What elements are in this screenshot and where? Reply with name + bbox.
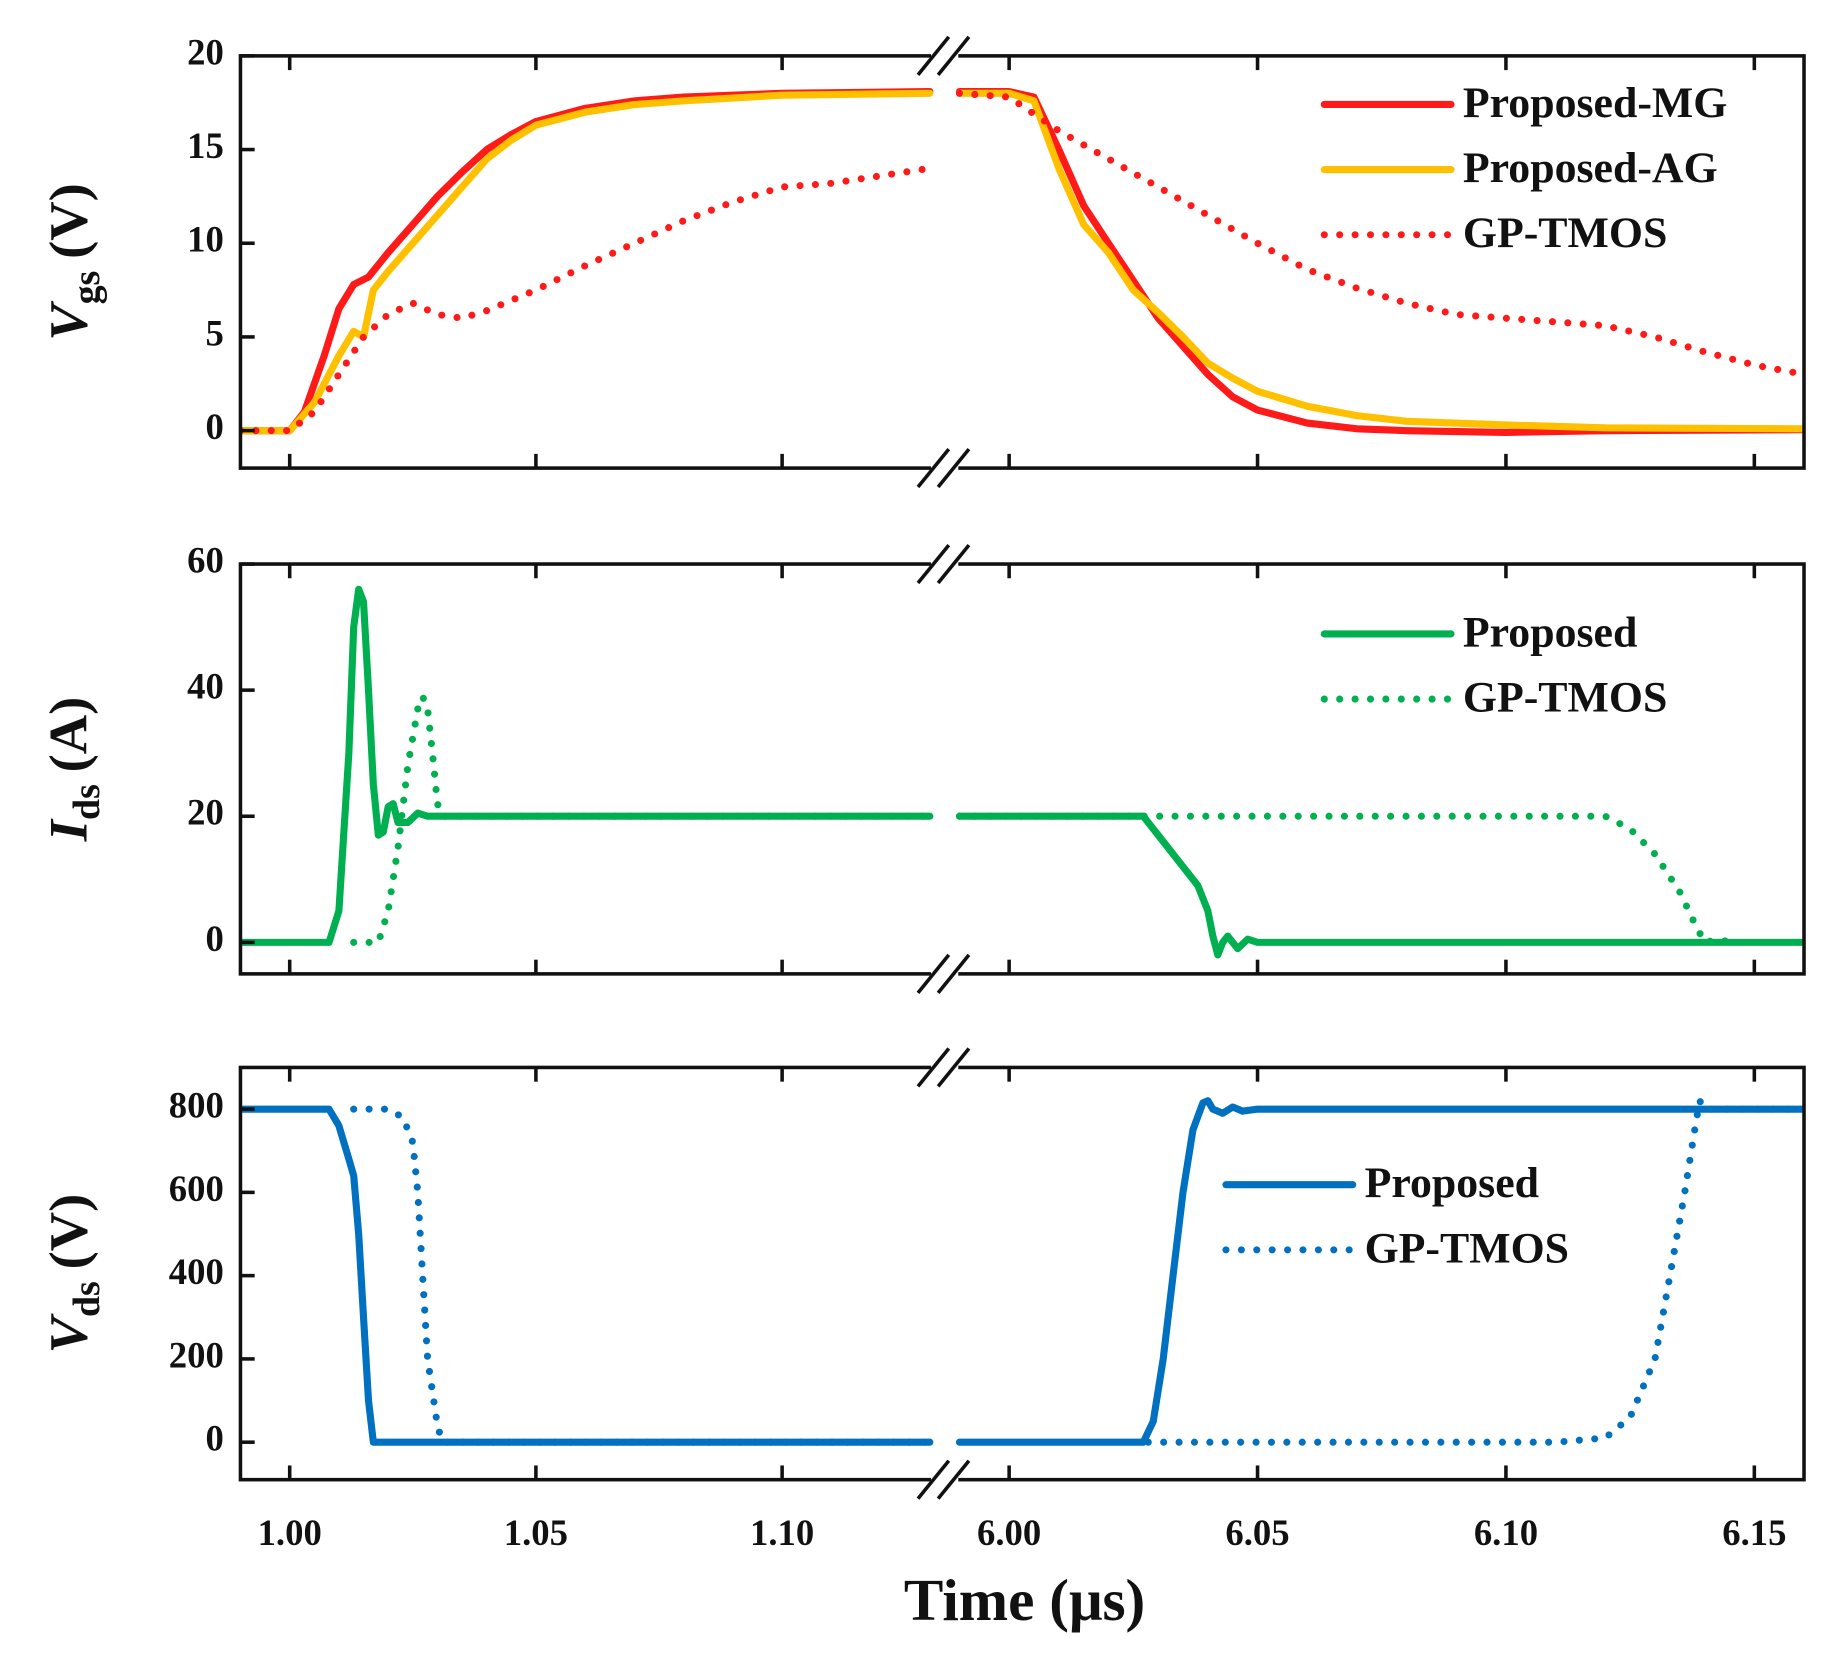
x-tick-label: 6.00 — [977, 1512, 1041, 1553]
series-line — [240, 585, 934, 946]
series-line — [350, 692, 934, 946]
axis-break — [916, 35, 951, 76]
axis-break — [916, 543, 951, 585]
axis-break — [936, 1047, 971, 1088]
plot-area — [240, 87, 1805, 436]
x-tick-label: 1.05 — [504, 1512, 568, 1553]
legend-label: GP-TMOS — [1463, 674, 1667, 722]
series-line — [955, 87, 1805, 436]
plot-frame — [238, 562, 1806, 976]
y-label-symbol: V — [37, 1312, 98, 1353]
y-axis-label: Vgs (V) — [37, 183, 108, 341]
x-tick-label: 1.00 — [258, 1512, 322, 1553]
plot-area — [240, 585, 1805, 959]
y-tick-label: 600 — [169, 1168, 224, 1209]
axis-break — [916, 1047, 951, 1088]
y-tick-label: 20 — [187, 31, 224, 72]
series-line — [240, 164, 934, 435]
legend-label: Proposed-MG — [1463, 79, 1727, 127]
axis-break-gap — [931, 51, 959, 61]
y-tick-label: 10 — [187, 219, 224, 260]
y-tick-label: 400 — [169, 1251, 224, 1292]
y-label-symbol: V — [37, 300, 98, 341]
y-tick-label: 0 — [206, 1418, 224, 1459]
series-line — [955, 1097, 1805, 1446]
axis-break — [916, 1459, 951, 1500]
legend-label: GP-TMOS — [1365, 1224, 1569, 1272]
y-label-unit: (A) — [37, 697, 98, 773]
y-tick-label: 200 — [169, 1334, 224, 1375]
series-line — [240, 87, 934, 435]
y-label-subscript: ds — [66, 1281, 108, 1317]
legend-label: Proposed-AG — [1463, 144, 1718, 192]
y-tick-label: 60 — [187, 539, 224, 580]
y-label-subscript: gs — [66, 271, 108, 305]
y-axis-label: Ids (A) — [37, 697, 108, 843]
axis-break — [936, 448, 971, 489]
axis-break — [936, 35, 971, 76]
y-label-unit: (V) — [37, 1194, 98, 1270]
y-axis-label: Vds (V) — [37, 1194, 108, 1354]
series-line — [1144, 1097, 1805, 1446]
y-tick-label: 15 — [187, 125, 224, 166]
axis-break-gap — [931, 969, 959, 979]
y-tick-label: 40 — [187, 666, 224, 707]
x-tick-label: 6.15 — [1722, 1512, 1786, 1553]
x-tick-label: 6.10 — [1474, 1512, 1538, 1553]
axis-break — [936, 1459, 971, 1500]
axis-break-gap — [931, 1062, 959, 1073]
plot-area — [240, 1097, 1805, 1446]
y-label-symbol: I — [37, 818, 98, 842]
axis-break-gap — [931, 559, 959, 569]
y-tick-label: 0 — [206, 406, 224, 447]
y-tick-label: 5 — [206, 312, 224, 353]
x-axis-label: Time (μs) — [904, 1567, 1145, 1633]
axis-break — [916, 953, 951, 994]
series-line — [955, 812, 1734, 946]
axis-break-gap — [931, 1474, 959, 1485]
y-label-subscript: ds — [66, 784, 108, 820]
series-line — [240, 1105, 934, 1446]
y-tick-label: 20 — [187, 792, 224, 833]
axis-break — [936, 543, 971, 585]
series-line — [955, 89, 1805, 433]
legend-label: GP-TMOS — [1463, 209, 1667, 257]
legend-label: Proposed — [1463, 608, 1637, 656]
x-tick-label: 1.10 — [750, 1512, 814, 1553]
series-line — [350, 1105, 934, 1446]
series-line — [240, 89, 934, 435]
axis-break — [936, 953, 971, 994]
plot-frame — [238, 1065, 1806, 1482]
y-tick-label: 800 — [169, 1085, 224, 1126]
axis-break-gap — [931, 463, 959, 473]
y-tick-label: 0 — [206, 918, 224, 959]
series-line — [955, 812, 1805, 959]
series-line — [955, 89, 1805, 378]
y-label-unit: (V) — [37, 183, 98, 259]
plot-frame — [238, 54, 1806, 470]
axis-break — [916, 448, 951, 489]
legend-label: Proposed — [1365, 1159, 1539, 1207]
x-tick-label: 6.05 — [1225, 1512, 1289, 1553]
